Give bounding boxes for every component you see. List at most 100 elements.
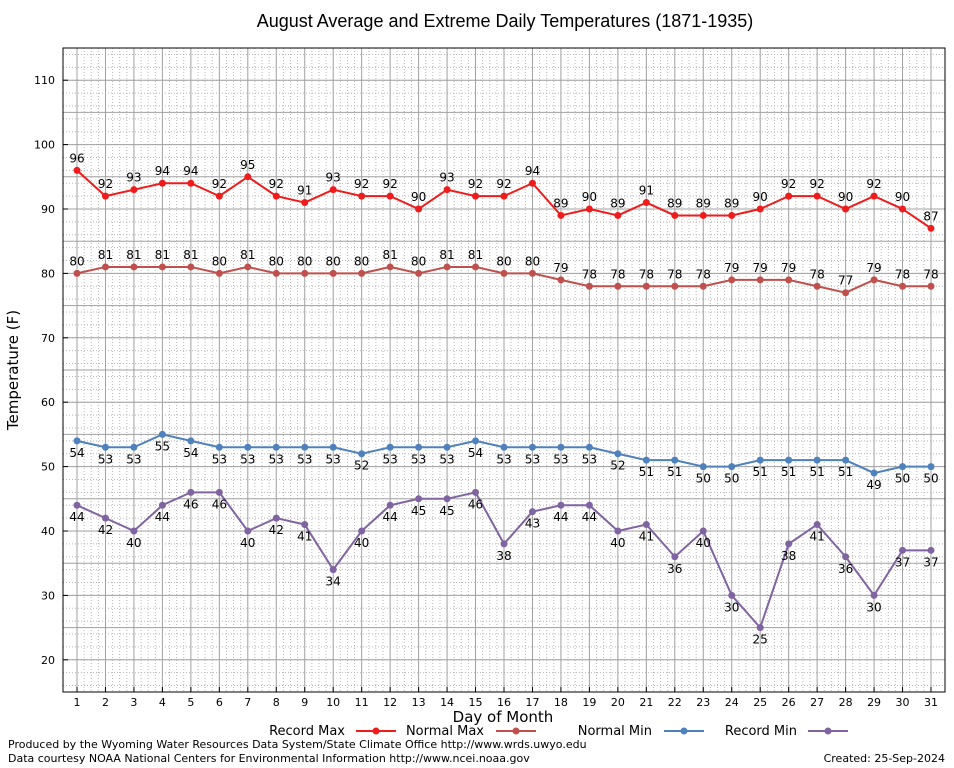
- data-label-normal-max: 80: [326, 254, 341, 268]
- data-label-normal-min: 53: [496, 452, 511, 466]
- data-point-normal-max: [671, 282, 679, 290]
- x-tick-label: 4: [159, 696, 166, 709]
- data-point-normal-max: [443, 263, 451, 271]
- legend-item-record-max: Record Max: [269, 724, 396, 739]
- x-axis-label: Day of Month: [453, 708, 554, 726]
- data-point-record-min: [329, 566, 337, 574]
- data-point-record-max: [813, 192, 821, 200]
- data-point-normal-max: [785, 276, 793, 284]
- legend-item-normal-max: Normal Max: [406, 724, 536, 739]
- data-point-normal-max: [927, 282, 935, 290]
- data-point-normal-min: [386, 443, 394, 451]
- data-point-record-max: [301, 199, 309, 207]
- data-label-normal-max: 77: [838, 274, 853, 288]
- data-label-record-min: 45: [439, 504, 454, 518]
- data-point-record-max: [585, 205, 593, 213]
- legend-label: Record Min: [725, 724, 797, 739]
- legend-item-normal-min: Normal Min: [578, 724, 704, 739]
- data-point-normal-max: [386, 263, 394, 271]
- data-point-normal-max: [813, 282, 821, 290]
- data-label-record-min: 41: [809, 530, 824, 544]
- data-label-normal-min: 51: [781, 465, 796, 479]
- data-label-record-max: 92: [781, 177, 796, 191]
- data-point-normal-min: [785, 456, 793, 464]
- data-point-record-max: [130, 186, 138, 194]
- series-record-max: 96 92 93 94 94 92 95 92 91 93 92 92 90 93 92 92 94 89 90 89…: [69, 151, 939, 232]
- series-normal-max: 80 81 81 81 81 80 81 80 80 80 80 81 80 81 81 80 80 79 78 78…: [69, 248, 939, 297]
- data-label-normal-max: 81: [240, 248, 255, 262]
- data-point-normal-max: [870, 276, 878, 284]
- x-tick-label: 13: [412, 696, 426, 709]
- data-point-normal-min: [671, 456, 679, 464]
- data-point-normal-max: [215, 269, 223, 277]
- data-label-record-max: 89: [696, 196, 711, 210]
- y-axis: 20 30 40 50 60 70 80 90 100 110: [34, 74, 68, 667]
- data-point-record-min: [386, 501, 394, 509]
- data-label-record-max: 95: [240, 158, 255, 172]
- legend-marker: [680, 727, 688, 735]
- data-label-record-max: 94: [525, 164, 540, 178]
- x-axis: 1 2 3 4 5 6 7 8 9 10 11 12 13 14 15 16 17 18 19 20 21 22 23 24 2…: [74, 687, 938, 709]
- data-point-record-min: [73, 501, 81, 509]
- data-label-normal-min: 53: [582, 452, 597, 466]
- data-label-normal-max: 78: [923, 267, 938, 281]
- grid: [63, 48, 945, 692]
- data-label-record-min: 44: [382, 510, 397, 524]
- x-tick-label: 18: [554, 696, 568, 709]
- data-label-record-max: 92: [269, 177, 284, 191]
- data-point-normal-max: [130, 263, 138, 271]
- data-label-record-min: 44: [553, 510, 568, 524]
- x-tick-label: 10: [326, 696, 340, 709]
- data-label-normal-min: 52: [610, 459, 625, 473]
- data-point-record-min: [158, 501, 166, 509]
- x-tick-label: 26: [782, 696, 796, 709]
- data-label-normal-max: 79: [724, 261, 739, 275]
- data-label-record-min: 40: [610, 536, 625, 550]
- x-tick-label: 19: [582, 696, 596, 709]
- data-label-normal-min: 53: [240, 452, 255, 466]
- y-tick-label: 90: [41, 203, 55, 216]
- data-label-normal-max: 81: [98, 248, 113, 262]
- data-point-normal-max: [158, 263, 166, 271]
- data-label-normal-max: 80: [69, 254, 84, 268]
- x-tick-label: 24: [725, 696, 739, 709]
- data-label-record-max: 90: [753, 190, 768, 204]
- data-point-record-max: [73, 166, 81, 174]
- x-tick-label: 20: [611, 696, 625, 709]
- series-record-min: 44 42 40 44 46 46 40 42 41 34 40 44 45 45 46 38 43 44 44 40…: [69, 488, 939, 647]
- data-label-record-max: 92: [468, 177, 483, 191]
- data-label-record-max: 91: [639, 184, 654, 198]
- data-point-record-min: [785, 540, 793, 548]
- data-label-normal-max: 80: [269, 254, 284, 268]
- data-label-record-max: 96: [69, 151, 84, 165]
- data-label-record-min: 38: [496, 549, 511, 563]
- data-label-record-min: 30: [866, 600, 881, 614]
- data-label-normal-max: 80: [411, 254, 426, 268]
- legend-marker: [372, 727, 380, 735]
- data-point-record-max: [158, 179, 166, 187]
- data-point-record-max: [699, 211, 707, 219]
- data-point-normal-max: [528, 269, 536, 277]
- data-label-normal-max: 78: [696, 267, 711, 281]
- data-point-normal-min: [500, 443, 508, 451]
- data-point-normal-min: [642, 456, 650, 464]
- x-tick-label: 30: [896, 696, 910, 709]
- data-label-normal-min: 50: [696, 472, 711, 486]
- data-point-record-max: [557, 211, 565, 219]
- data-point-normal-max: [585, 282, 593, 290]
- data-label-record-min: 44: [155, 510, 170, 524]
- data-label-normal-max: 81: [126, 248, 141, 262]
- x-tick-label: 3: [130, 696, 137, 709]
- data-label-record-min: 41: [297, 530, 312, 544]
- data-point-record-min: [187, 488, 195, 496]
- data-label-normal-min: 53: [126, 452, 141, 466]
- data-point-record-min: [358, 527, 366, 535]
- data-point-record-max: [642, 199, 650, 207]
- data-label-record-max: 89: [667, 196, 682, 210]
- data-label-normal-min: 49: [866, 478, 881, 492]
- data-point-record-min: [557, 501, 565, 509]
- data-point-normal-min: [158, 430, 166, 438]
- data-label-normal-max: 81: [183, 248, 198, 262]
- data-label-normal-max: 80: [496, 254, 511, 268]
